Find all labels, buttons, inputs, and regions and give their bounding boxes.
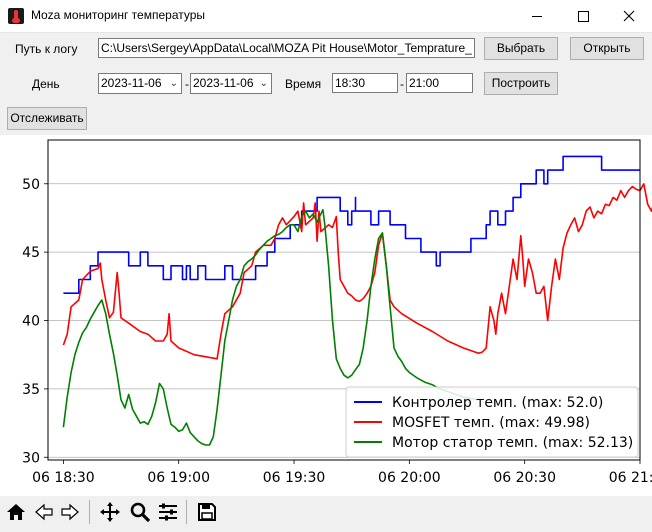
plot-area: 30 35 40 45 50 06 18:30 06 19:00 06 19:30 06 20:… [0,135,652,496]
browse-button[interactable]: Выбрать [484,37,558,60]
thermometer-app-icon [8,8,24,24]
close-icon[interactable] [606,0,652,32]
save-floppy-icon[interactable] [195,500,219,524]
x-tick-label: 06 18:30 [32,470,95,486]
forward-arrow-icon[interactable] [58,500,82,524]
date-to-select[interactable]: 2023-11-06 ⌄ [190,73,272,94]
temperature-chart: 30 35 40 45 50 06 18:30 06 19:00 06 19:30 06 20:… [22,139,652,486]
log-path-input[interactable]: C:\Users\Sergey\AppData\Local\MOZA Pit H… [98,38,475,58]
plot-frame [47,139,641,461]
chevron-down-icon: ⌄ [259,78,268,89]
legend-box [345,386,639,458]
y-tick-label: 30 [22,450,40,466]
track-button[interactable]: Отслеживать [7,107,87,130]
log-path-label: Путь к логу [15,42,78,56]
plot-toolbar [0,496,652,532]
time-range-dash: - [400,77,404,91]
pan-icon[interactable] [98,500,122,524]
build-button[interactable]: Построить [484,72,558,95]
legend-label: Контролер темп. (max: 52.0) [392,395,603,411]
zoom-magnifier-icon[interactable] [128,500,152,524]
y-tick-label: 40 [22,314,40,330]
x-tick-label: 06 21:00 [609,470,652,486]
toolbar-divider [89,500,90,524]
toolbar-divider [186,500,187,524]
date-to-value: 2023-11-06 [193,76,254,90]
minimize-icon[interactable] [514,0,560,32]
series-line-2 [62,208,479,446]
time-label: Время [285,77,322,91]
title-bar: Moza мониторинг температуры [0,0,652,33]
date-from-select[interactable]: 2023-11-06 ⌄ [98,73,182,94]
date-range-dash: - [185,77,189,91]
back-arrow-icon[interactable] [32,500,56,524]
legend-label: MOSFET темп. (max: 49.98) [392,415,590,431]
home-icon[interactable] [4,500,28,524]
x-tick-label: 06 20:00 [378,470,441,486]
maximize-icon[interactable] [560,0,606,32]
legend-label: Мотор статор темп. (max: 52.13) [392,435,633,451]
open-button[interactable]: Открыть [570,37,644,60]
x-tick-label: 06 19:30 [263,470,326,486]
date-from-value: 2023-11-06 [101,76,162,90]
y-tick-label: 45 [22,245,40,261]
time-to-input[interactable]: 21:00 [406,73,473,93]
series-line-1 [62,183,652,360]
x-tick-label: 06 20:30 [493,470,556,486]
series-line-0 [63,155,640,294]
x-tick-label: 06 19:00 [147,470,210,486]
chevron-down-icon: ⌄ [169,78,178,89]
time-from-input[interactable]: 18:30 [332,73,398,93]
window-title: Moza мониторинг температуры [31,8,206,22]
day-label: День [32,77,60,91]
y-tick-label: 35 [22,382,40,398]
configure-sliders-icon[interactable] [156,500,180,524]
y-tick-label: 50 [22,177,40,193]
